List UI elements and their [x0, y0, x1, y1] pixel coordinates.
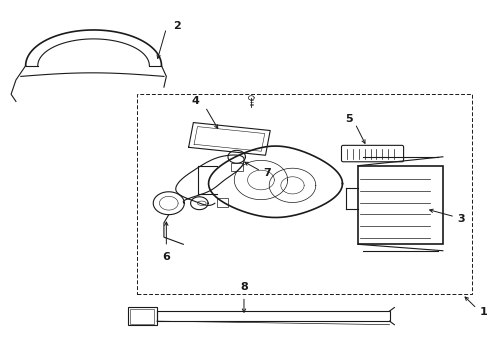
Text: 4: 4: [192, 96, 199, 107]
Text: 6: 6: [162, 252, 171, 262]
Bar: [231, 163, 243, 171]
Text: 7: 7: [264, 168, 271, 178]
Text: 8: 8: [240, 282, 248, 292]
Bar: [217, 198, 228, 207]
Text: 5: 5: [345, 114, 353, 124]
Text: 1: 1: [479, 307, 487, 317]
Text: 3: 3: [458, 214, 465, 224]
Bar: [127, 307, 157, 325]
Bar: [137, 94, 472, 294]
Bar: [157, 311, 390, 321]
Bar: [130, 309, 154, 324]
Text: 2: 2: [173, 21, 181, 31]
Bar: [358, 166, 443, 244]
